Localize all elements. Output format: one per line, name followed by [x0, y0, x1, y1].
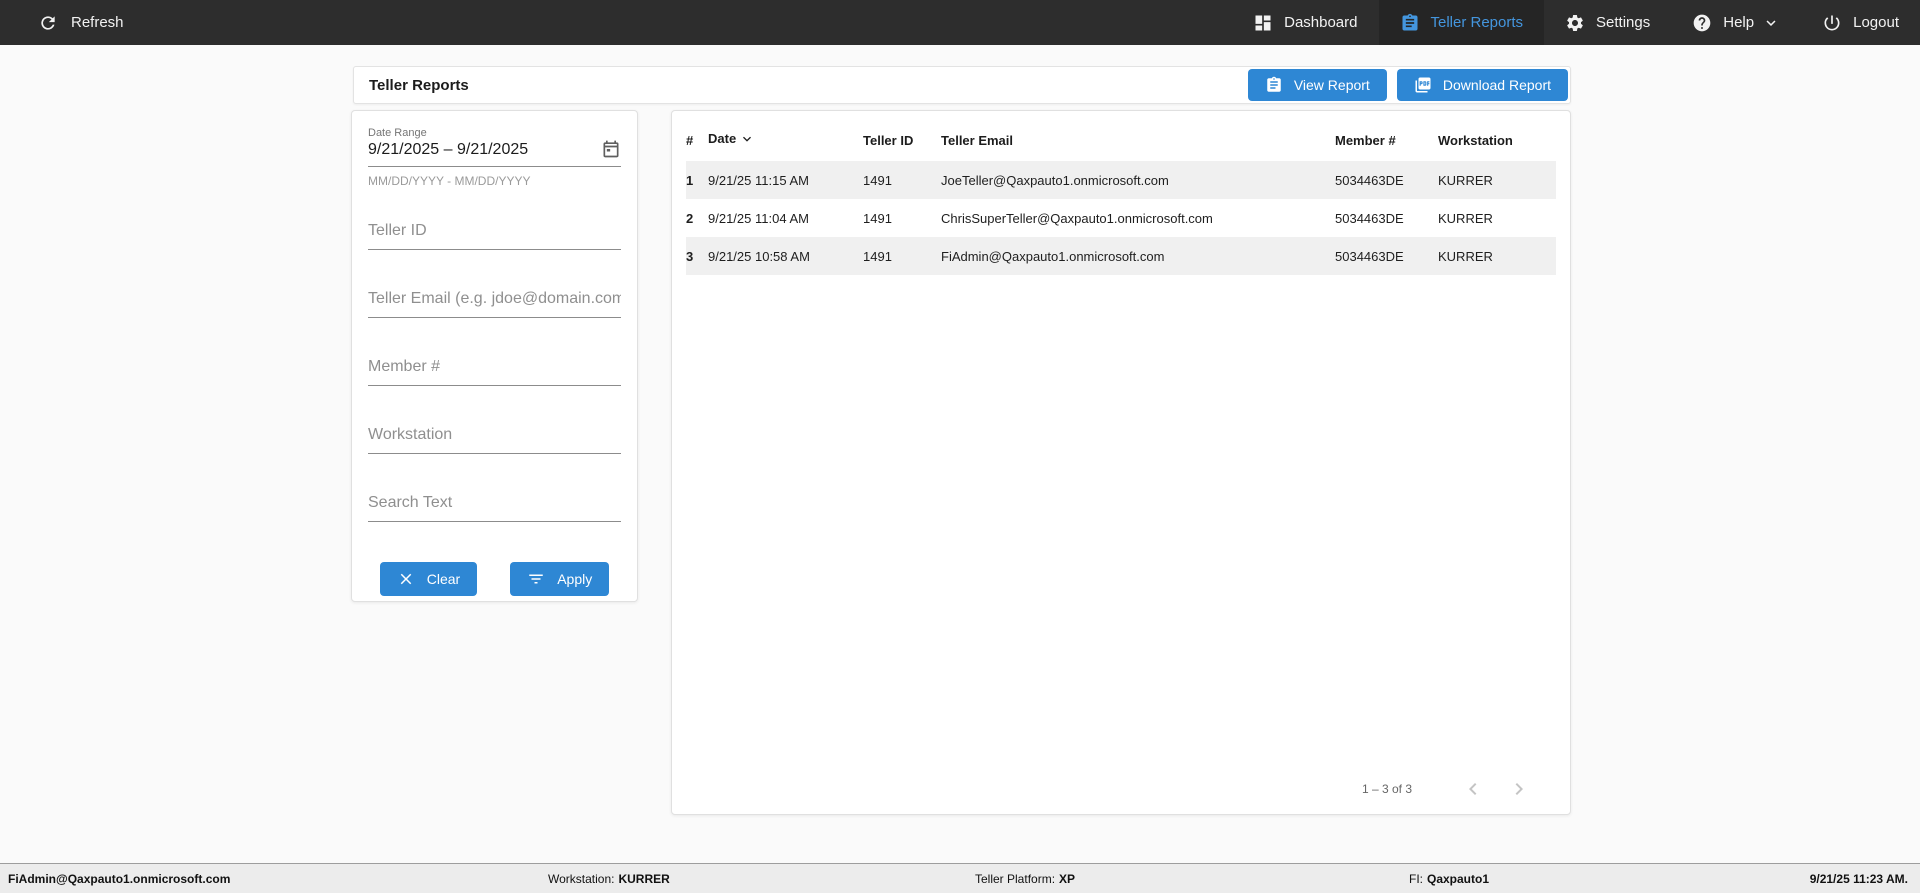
- workstation-input[interactable]: [368, 424, 621, 454]
- date-range-label: Date Range: [368, 127, 427, 139]
- teller-email-input[interactable]: [368, 288, 621, 318]
- status-platform-label: Teller Platform:: [975, 871, 1056, 886]
- clear-label: Clear: [426, 571, 461, 587]
- nav-item-label: Dashboard: [1284, 14, 1358, 31]
- nav-item-settings[interactable]: Settings: [1544, 0, 1671, 45]
- pagination: 1 – 3 of 3: [1362, 777, 1531, 801]
- status-fi-value: Qaxpauto1: [1427, 871, 1490, 886]
- report-table: # Date Teller ID Teller Email Member # W…: [686, 111, 1556, 275]
- nav-right-group: Dashboard Teller Reports Settings Help: [1232, 0, 1920, 45]
- filter-panel: Date Range 9/21/2025 – 9/21/2025 MM/DD/Y…: [351, 110, 638, 602]
- status-workstation: Workstation: KURRER: [548, 872, 670, 886]
- search-text-input[interactable]: [368, 492, 621, 522]
- report-table-card: # Date Teller ID Teller Email Member # W…: [671, 110, 1571, 815]
- status-workstation-value: KURRER: [618, 871, 670, 886]
- nav-item-label: Settings: [1596, 14, 1651, 31]
- date-range-value: 9/21/2025 – 9/21/2025: [368, 141, 529, 158]
- cell-teller-id: 1491: [863, 248, 892, 264]
- refresh-button[interactable]: Refresh: [0, 0, 145, 45]
- calendar-icon[interactable]: [601, 139, 621, 159]
- view-report-label: View Report: [1293, 77, 1370, 93]
- column-header-workstation: Workstation: [1438, 133, 1513, 148]
- refresh-icon: [38, 13, 58, 33]
- clear-button[interactable]: Clear: [379, 562, 478, 596]
- cell-teller-email: ChrisSuperTeller@Qaxpauto1.onmicrosoft.c…: [941, 210, 1213, 226]
- cell-workstation: KURRER: [1438, 210, 1493, 226]
- apply-label: Apply: [557, 571, 593, 587]
- power-icon: [1822, 13, 1842, 33]
- status-user-email: FiAdmin@Qaxpauto1.onmicrosoft.com: [8, 871, 231, 886]
- sort-desc-icon: [739, 135, 755, 150]
- filter-icon: [527, 570, 545, 588]
- refresh-label: Refresh: [71, 14, 124, 31]
- cell-date: 9/21/25 11:04 AM: [708, 210, 809, 226]
- teller-id-input[interactable]: [368, 220, 621, 250]
- chevron-left-icon: [1461, 783, 1485, 804]
- cell-workstation: KURRER: [1438, 172, 1493, 188]
- cell-teller-email: JoeTeller@Qaxpauto1.onmicrosoft.com: [941, 172, 1169, 188]
- download-report-label: Download Report: [1442, 77, 1551, 93]
- status-bar: FiAdmin@Qaxpauto1.onmicrosoft.com Workst…: [0, 863, 1920, 893]
- status-teller-platform: Teller Platform: XP: [975, 872, 1075, 886]
- cell-teller-id: 1491: [863, 172, 892, 188]
- cell-workstation: KURRER: [1438, 248, 1493, 264]
- cell-teller-id: 1491: [863, 210, 892, 226]
- header-actions: View Report Download Report: [1247, 69, 1570, 101]
- download-report-button[interactable]: Download Report: [1396, 69, 1568, 101]
- cell-member: 5034463DE: [1335, 172, 1404, 188]
- apply-button[interactable]: Apply: [510, 562, 610, 596]
- help-icon: [1692, 13, 1712, 33]
- nav-item-label: Teller Reports: [1430, 14, 1524, 31]
- cell-teller-email: FiAdmin@Qaxpauto1.onmicrosoft.com: [941, 248, 1165, 264]
- prev-page-button[interactable]: [1461, 777, 1485, 801]
- next-page-button[interactable]: [1507, 777, 1531, 801]
- cell-member: 5034463DE: [1335, 210, 1404, 226]
- pdf-icon: [1414, 76, 1432, 94]
- column-header-date[interactable]: Date: [708, 111, 863, 161]
- gear-icon: [1565, 13, 1585, 33]
- cell-member: 5034463DE: [1335, 248, 1404, 264]
- cell-date: 9/21/25 10:58 AM: [708, 248, 810, 264]
- column-header-teller-email: Teller Email: [941, 133, 1014, 148]
- nav-item-label: Logout: [1853, 14, 1899, 31]
- table-row[interactable]: 2 9/21/25 11:04 AM 1491 ChrisSuperTeller…: [686, 199, 1556, 237]
- view-report-button[interactable]: View Report: [1247, 69, 1387, 101]
- member-number-input[interactable]: [368, 356, 621, 386]
- status-timestamp: 9/21/25 11:23 AM.: [1809, 871, 1908, 886]
- dashboard-icon: [1253, 13, 1273, 33]
- status-workstation-label: Workstation:: [548, 871, 615, 886]
- column-header-member: Member #: [1335, 133, 1396, 148]
- table-row[interactable]: 3 9/21/25 10:58 AM 1491 FiAdmin@Qaxpauto…: [686, 237, 1556, 275]
- top-nav: Refresh Dashboard Teller Reports Setting…: [0, 0, 1920, 45]
- nav-item-logout[interactable]: Logout: [1801, 0, 1920, 45]
- clipboard-icon: [1265, 76, 1283, 94]
- table-header-row: # Date Teller ID Teller Email Member # W…: [686, 111, 1556, 161]
- date-range-field[interactable]: 9/21/2025 – 9/21/2025: [368, 139, 621, 167]
- page-title: Teller Reports: [369, 76, 469, 94]
- page-info: 1 – 3 of 3: [1361, 782, 1412, 796]
- cell-date: 9/21/25 11:15 AM: [708, 172, 809, 188]
- status-fi: FI: Qaxpauto1: [1409, 872, 1489, 886]
- nav-item-dashboard[interactable]: Dashboard: [1232, 0, 1378, 45]
- chevron-right-icon: [1507, 783, 1531, 804]
- filter-buttons: Clear Apply: [368, 562, 621, 596]
- status-fi-label: FI:: [1409, 871, 1423, 886]
- column-header-num: #: [686, 133, 694, 148]
- column-header-teller-id: Teller ID: [863, 133, 914, 148]
- close-icon: [397, 570, 415, 588]
- nav-item-teller-reports[interactable]: Teller Reports: [1378, 0, 1545, 45]
- nav-item-label: Help: [1723, 14, 1755, 31]
- header-bar: Teller Reports View Report Download Repo…: [353, 66, 1571, 104]
- chevron-down-icon: [1762, 14, 1780, 32]
- date-format-hint: MM/DD/YYYY - MM/DD/YYYY: [368, 174, 531, 188]
- clipboard-icon: [1400, 13, 1420, 33]
- status-platform-value: XP: [1059, 871, 1076, 886]
- table-row[interactable]: 1 9/21/25 11:15 AM 1491 JoeTeller@Qaxpau…: [686, 161, 1556, 199]
- nav-item-help[interactable]: Help: [1671, 0, 1801, 45]
